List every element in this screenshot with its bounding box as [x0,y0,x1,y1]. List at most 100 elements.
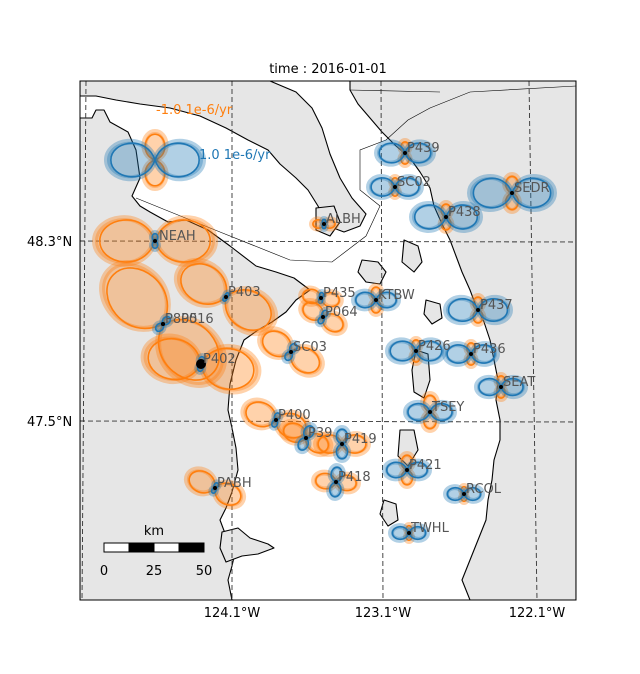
station-marker [469,352,473,356]
strain-glyph-p064 [298,298,348,336]
x-tick-label: 122.1°W [509,606,566,621]
station-marker [462,492,466,496]
station-label: P435 [323,286,356,301]
scale-label: 25 [146,564,163,579]
station-label: P402 [203,352,236,367]
station-marker [321,315,325,319]
x-tick-label: 124.1°W [204,606,261,621]
island [401,239,423,273]
station-label: P439 [407,141,440,156]
station-label: P436 [473,342,506,357]
station-label: P438 [448,205,481,220]
strain-glyph-p419 [312,424,372,464]
legend-negative-label: -1.0 1e-6/yr [156,103,233,118]
station-label: KTBW [378,288,415,303]
station-marker [374,298,378,302]
station-marker [428,410,432,414]
island [315,205,341,237]
strain-glyph-p39 [278,418,334,458]
legend-glyph [103,128,207,192]
graticule-lon [81,81,87,600]
station-label: ALBH [326,212,361,227]
station-marker [153,239,157,243]
station-marker [304,436,308,440]
strain-glyph-p402 [140,333,262,395]
station-marker [340,442,344,446]
station-label: P403 [228,285,261,300]
station-label: TWHL [410,521,450,536]
station-marker [289,350,293,354]
station-marker [319,296,323,300]
strain-glyph-albh [308,215,340,233]
strain-glyph-sedr [466,171,558,215]
scale-segment [153,542,180,553]
station-label: P805 [165,312,198,327]
map-title: time : 2016-01-01 [269,62,387,77]
legend-strain-glyph [103,128,207,192]
station-marker [274,418,278,422]
strain-glyph-p437 [442,292,514,328]
station-label: P016 [181,312,214,327]
station-marker [499,385,503,389]
station-label: P400 [278,408,311,423]
scale-segment [178,542,205,553]
map-frame [79,80,577,601]
strain-glyph-p418 [311,463,361,501]
station-marker [334,480,338,484]
strain-glyph-pabh [183,466,247,510]
station-label: TSEY [431,400,464,415]
scale-bar: km 0 25 50 [100,524,212,579]
strain-glyph-sc02 [365,173,425,201]
legend-positive-label: 1.0 1e-6/yr [199,148,271,163]
strain-glyph-p426 [384,335,448,367]
strain-glyph-p436 [441,338,501,370]
graticule-lon [528,81,538,600]
station-label: P421 [409,458,442,473]
station-label: P426 [418,339,451,354]
station-marker [444,215,448,219]
island [423,299,443,325]
scale-label: 50 [196,564,213,579]
island [357,259,387,285]
station-marker [407,531,411,535]
border-line [135,85,576,263]
station-marker [224,295,228,299]
scale-segment [103,542,130,553]
station-marker [403,151,407,155]
strain-glyph-p439 [373,137,437,169]
vancouver-island-land [80,81,367,233]
station-label: P064 [325,305,358,320]
strain-glyph-neah [91,215,219,267]
station-label: RCOL [466,482,502,497]
station-label: SEAT [503,375,535,390]
graticule-lat [80,240,576,243]
station-marker [322,222,326,226]
graticule-lon [380,81,384,600]
station-label: PABH [217,476,252,491]
scale-label: 0 [100,564,108,579]
strain-glyphs [91,137,558,545]
strain-glyph-ktbw [350,282,402,318]
strain-glyph-rcol [442,482,486,506]
strain-glyph-p805 [99,260,227,388]
x-tick-label: 123.1°W [355,606,412,621]
station-label: SC03 [293,340,327,355]
scale-unit: km [144,524,164,539]
border-line [349,89,441,93]
station-marker [161,322,165,326]
strain-glyph-seat [473,371,529,403]
island [219,527,275,563]
station-marker [414,349,418,353]
station-marker [213,486,217,490]
station-label: NEAH [159,229,196,244]
station-label: SEDR [514,181,550,196]
strain-glyph-p421 [381,450,433,490]
station-label: P39 [308,426,332,441]
y-tick-label: 48.3°N [27,235,72,250]
station-label: P418 [338,470,371,485]
station-marker [393,185,397,189]
station-label: P419 [344,432,377,447]
